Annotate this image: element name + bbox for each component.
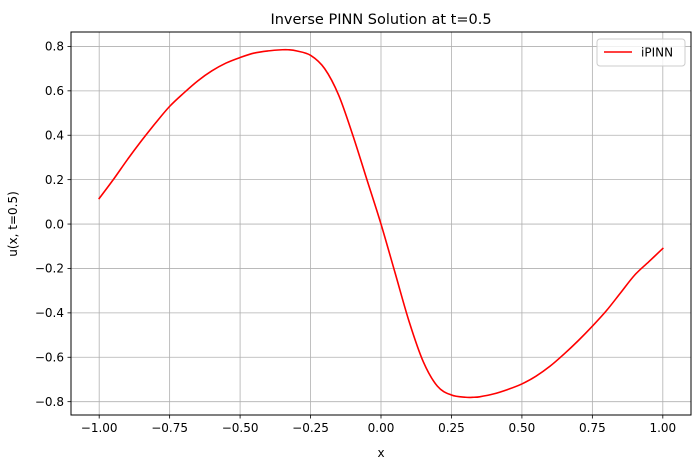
x-tick-label: −0.75 <box>151 421 188 435</box>
x-tick-label: 0.25 <box>438 421 465 435</box>
x-tick-label: −0.25 <box>292 421 329 435</box>
x-tick-label: 0.00 <box>368 421 395 435</box>
series-line-ipinn <box>98 48 664 399</box>
y-tick-label: −0.2 <box>35 262 64 276</box>
legend-box <box>596 38 686 67</box>
x-tick-label: 1.00 <box>649 421 676 435</box>
chart-title: Inverse PINN Solution at t=0.5 <box>270 12 491 28</box>
y-tick-label: 0.4 <box>45 128 64 142</box>
x-tick-label: −1.00 <box>81 421 118 435</box>
y-tick-label: −0.8 <box>35 395 64 409</box>
x-axis-title: x <box>377 446 384 460</box>
y-tick-label: 0.8 <box>45 40 64 54</box>
y-tick-label: 0.6 <box>45 84 64 98</box>
y-tick-label: −0.4 <box>35 306 64 320</box>
x-tick-label: −0.50 <box>222 421 259 435</box>
x-axis-ticks: −1.00 −0.75 −0.50 −0.25 0.00 0.25 0.50 0.75 1.00 <box>81 415 676 435</box>
y-axis-title: u(x, t=0.5) <box>6 191 20 257</box>
y-axis-ticks: −0.8 −0.6 −0.4 −0.2 0.0 0.2 0.4 0.6 0.8 <box>35 40 71 409</box>
legend-label-ipinn: iPINN <box>641 46 673 60</box>
y-tick-label: −0.6 <box>35 350 64 364</box>
y-tick-label: 0.0 <box>45 217 64 231</box>
series-lines <box>98 48 664 399</box>
x-tick-label: 0.50 <box>509 421 536 435</box>
y-tick-label: 0.2 <box>45 173 64 187</box>
legend: iPINN <box>596 38 686 67</box>
x-tick-label: 0.75 <box>579 421 606 435</box>
